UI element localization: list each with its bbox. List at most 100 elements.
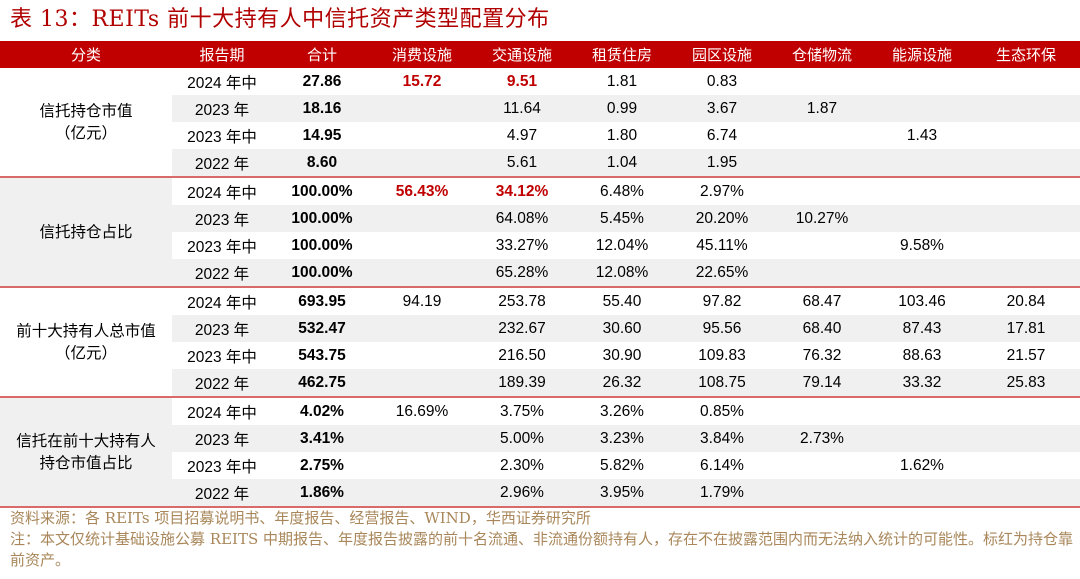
transport-cell: 2.96% xyxy=(472,479,572,508)
transport-cell: 65.28% xyxy=(472,259,572,288)
eco-cell xyxy=(972,205,1080,232)
category-label: 信托持仓占比 xyxy=(39,223,133,241)
park-cell: 95.56 xyxy=(672,315,772,342)
total-cell: 100.00% xyxy=(291,182,353,200)
table-row: 2023 年 100.00% 64.08% 5.45% 20.20% 10.27% xyxy=(0,205,1080,232)
eco-cell: 25.83 xyxy=(972,369,1080,398)
park-cell: 2.97% xyxy=(700,182,744,200)
table-row: 2023 年 3.41% 5.00% 3.23% 3.84% 2.73% xyxy=(0,425,1080,452)
period-cell: 2022 年 xyxy=(172,149,272,178)
header-logistics: 仓储物流 xyxy=(772,41,872,68)
transport-cell: 5.00% xyxy=(472,425,572,452)
total-cell: 27.86 xyxy=(302,72,342,90)
rental-cell: 3.23% xyxy=(572,425,672,452)
logistics-cell xyxy=(772,149,872,178)
energy-cell xyxy=(872,205,972,232)
energy-cell xyxy=(872,425,972,452)
period-cell: 2023 年 xyxy=(172,425,272,452)
consumer-cell xyxy=(372,342,472,369)
eco-cell xyxy=(972,95,1080,122)
park-cell: 3.84% xyxy=(672,425,772,452)
park-cell: 6.14% xyxy=(700,456,744,474)
header-energy: 能源设施 xyxy=(872,41,972,68)
eco-cell xyxy=(972,177,1080,205)
total-cell: 2.75% xyxy=(300,456,344,474)
period-cell: 2023 年 xyxy=(172,315,272,342)
total-cell: 3.41% xyxy=(272,425,372,452)
table-row: 2023 年中 543.75 216.50 30.90 109.83 76.32 88.63… xyxy=(0,342,1080,369)
logistics-cell xyxy=(772,177,872,205)
total-cell: 1.86% xyxy=(272,479,372,508)
park-cell: 22.65% xyxy=(672,259,772,288)
energy-cell: 33.32 xyxy=(872,369,972,398)
header-category: 分类 xyxy=(0,41,172,68)
energy-cell: 1.62% xyxy=(900,456,944,474)
table-row: 2022 年 462.75 189.39 26.32 108.75 79.14 33.32 2… xyxy=(0,369,1080,398)
transport-cell: 64.08% xyxy=(472,205,572,232)
rental-cell: 1.81 xyxy=(606,72,638,90)
eco-cell xyxy=(972,68,1080,95)
header-row: 分类 报告期 合计 消费设施 交通设施 租赁住房 园区设施 仓储物流 能源设施 … xyxy=(0,41,1080,68)
eco-cell: 21.57 xyxy=(1006,346,1046,364)
logistics-cell xyxy=(772,259,872,288)
category-cell: 前十大持有人总市值 （亿元） xyxy=(0,287,172,398)
header-transport: 交通设施 xyxy=(472,41,572,68)
energy-cell xyxy=(872,95,972,122)
eco-cell: 20.84 xyxy=(1006,292,1046,310)
period-cell: 2024 年中 xyxy=(187,74,257,92)
table-row: 信托持仓市值 （亿元） 2024 年中 27.86 15.72 9.51 1.81 0.83 xyxy=(0,68,1080,178)
rental-cell: 0.99 xyxy=(572,95,672,122)
consumer-cell: 16.69% xyxy=(395,402,449,420)
header-eco: 生态环保 xyxy=(972,41,1080,68)
period-cell: 2022 年 xyxy=(172,369,272,398)
rental-cell: 3.26% xyxy=(600,402,644,420)
category-cell: 信托持仓市值 （亿元） xyxy=(0,68,172,178)
table-row: 信托在前十大持有人 持仓市值占比 2024 年中 4.02% 16.69% 3.75% 3.… xyxy=(0,397,1080,508)
eco-cell xyxy=(972,397,1080,425)
energy-cell: 87.43 xyxy=(872,315,972,342)
energy-cell xyxy=(872,259,972,288)
energy-cell: 88.63 xyxy=(902,346,942,364)
total-cell: 532.47 xyxy=(272,315,372,342)
park-cell: 1.79% xyxy=(672,479,772,508)
disclaimer-note: 注：本文仅统计基础设施公募 REITS 中期报告、年度报告披露的前十名流通、非流… xyxy=(10,530,1073,569)
consumer-cell: 94.19 xyxy=(402,292,442,310)
category-sublabel: （亿元） xyxy=(54,124,117,142)
energy-cell xyxy=(872,177,972,205)
park-cell: 97.82 xyxy=(702,292,742,310)
logistics-cell: 1.87 xyxy=(772,95,872,122)
rental-cell: 1.80 xyxy=(606,126,638,144)
table-row: 2022 年 1.86% 2.96% 3.95% 1.79% xyxy=(0,479,1080,508)
total-cell: 8.60 xyxy=(272,149,372,178)
rental-cell: 5.45% xyxy=(572,205,672,232)
period-cell: 2023 年 xyxy=(172,205,272,232)
logistics-cell xyxy=(772,68,872,95)
logistics-cell: 76.32 xyxy=(802,346,842,364)
park-cell: 6.74 xyxy=(706,126,738,144)
consumer-cell xyxy=(372,369,472,398)
period-cell: 2023 年 xyxy=(172,95,272,122)
park-cell: 0.85% xyxy=(700,402,744,420)
park-cell: 0.83 xyxy=(706,72,738,90)
consumer-cell xyxy=(372,232,472,259)
logistics-cell xyxy=(772,122,872,149)
consumer-cell xyxy=(372,205,472,232)
park-cell: 1.95 xyxy=(672,149,772,178)
park-cell: 3.67 xyxy=(672,95,772,122)
eco-cell xyxy=(972,259,1080,288)
table-row: 2023 年 18.16 11.64 0.99 3.67 1.87 xyxy=(0,95,1080,122)
period-cell: 2023 年中 xyxy=(187,128,257,146)
consumer-cell xyxy=(372,315,472,342)
category-label: 信托持仓市值 xyxy=(39,102,133,120)
consumer-cell xyxy=(372,479,472,508)
footer: 资料来源：各 REITs 项目招募说明书、年度报告、经营报告、WIND，华西证券… xyxy=(10,508,1075,571)
transport-cell: 33.27% xyxy=(495,236,549,254)
reits-trust-allocation-table: 分类 报告期 合计 消费设施 交通设施 租赁住房 园区设施 仓储物流 能源设施 … xyxy=(0,41,1080,508)
eco-cell xyxy=(972,149,1080,178)
consumer-cell: 56.43% xyxy=(395,182,449,200)
rental-cell: 6.48% xyxy=(600,182,644,200)
logistics-cell: 79.14 xyxy=(772,369,872,398)
period-cell: 2022 年 xyxy=(172,259,272,288)
rental-cell: 3.95% xyxy=(572,479,672,508)
transport-cell: 189.39 xyxy=(472,369,572,398)
